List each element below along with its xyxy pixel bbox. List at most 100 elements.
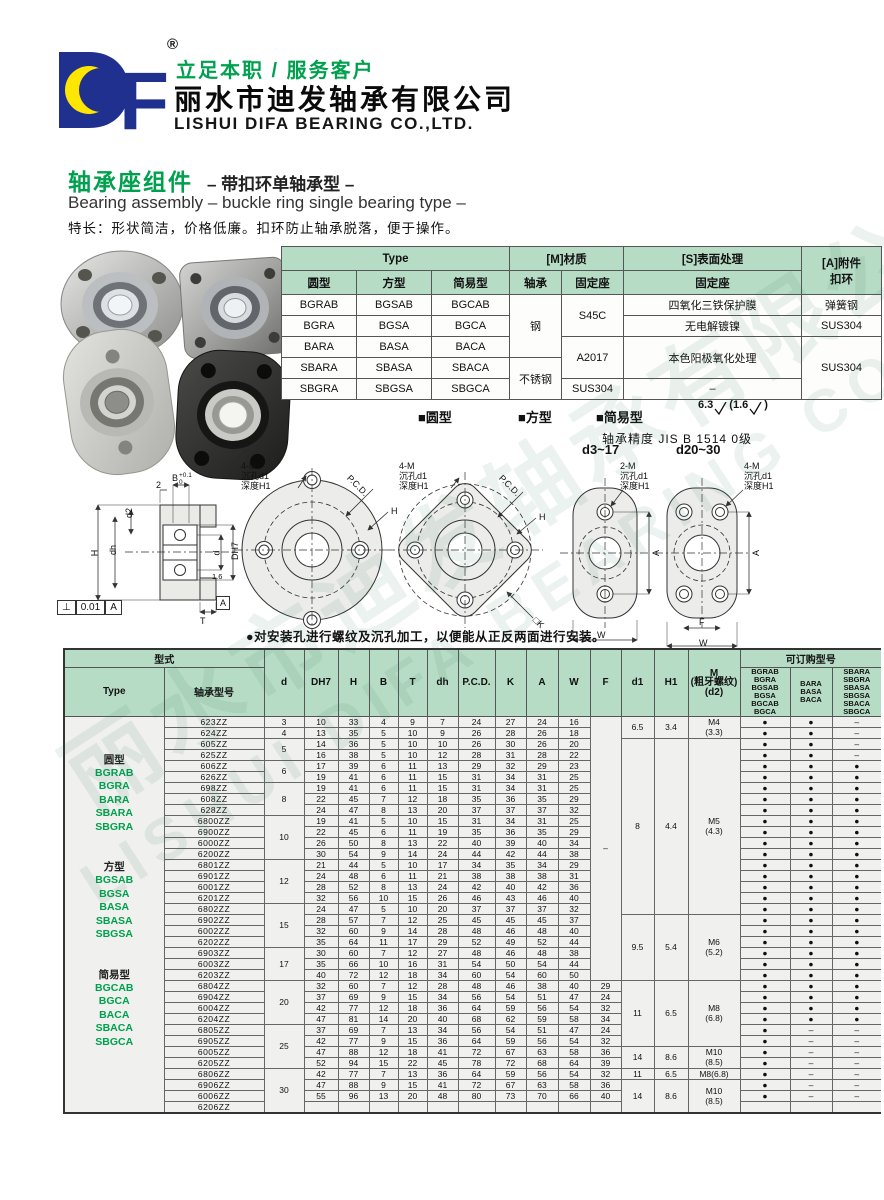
spec-cell: 31 — [457, 770, 496, 783]
availability-cell: ● — [739, 737, 791, 750]
f-cell: 24 — [589, 990, 622, 1003]
spec-cell: 35 — [303, 957, 339, 970]
spec-cell: 37 — [303, 990, 339, 1003]
header-type: Type — [63, 666, 165, 717]
spec-cell: 25 — [557, 781, 591, 794]
bearing-model-cell: 6204ZZ — [163, 1012, 265, 1025]
availability-cell: ● — [789, 935, 833, 948]
availability-cell — [831, 1100, 881, 1113]
availability-cell: ● — [789, 748, 833, 761]
spec-cell: 10 — [426, 737, 459, 750]
table-row: 6903ZZ 17 30 60 7 12 27 48 46 48 38 ● ● ● — [64, 946, 881, 981]
spec-cell: 32 — [557, 902, 591, 915]
availability-cell: ● — [739, 1012, 791, 1025]
spec-cell: 20 — [426, 902, 459, 915]
category-title: 简易型 — [98, 968, 131, 981]
availability-cell: ● — [831, 891, 881, 904]
f-cell: 32 — [589, 1001, 622, 1014]
d-value-cell: 4 — [263, 726, 305, 739]
availability-cell: ● — [789, 924, 833, 937]
spec-cell: 11 — [368, 935, 399, 948]
spec-cell: 40 — [494, 880, 527, 893]
table-row: 6804ZZ 20 32 60 7 12 28 48 46 38 40 29 11 6.5 M8 (6.8)… — [64, 979, 881, 1047]
spec-cell: 38 — [494, 869, 527, 882]
spec-cell: 26 — [457, 737, 496, 750]
spec-cell: 13 — [426, 759, 459, 772]
availability-cell: ● — [831, 1001, 881, 1014]
datum-a-box: A — [216, 596, 231, 610]
spec-cell: 63 — [525, 1045, 559, 1058]
spec-cell: 47 — [303, 1012, 339, 1025]
header-order-group3: SBARA SBGRA SBASA SBGSA SBACA SBGCA — [831, 666, 881, 717]
spec-cell: 40 — [557, 924, 591, 937]
spec-cell: 78 — [457, 1056, 496, 1069]
table-row: BGRAB BGSAB BGCAB 钢 S45C 四氧化三铁保护膜 弹簧钢 — [281, 294, 882, 358]
spec-cell: 19 — [426, 825, 459, 838]
accessory-cell: SUS304 — [801, 336, 882, 400]
table-row: 6204ZZ 47 81 14 20 40 68 62 59 58 34 ● ● ● — [64, 1012, 881, 1025]
availability-cell: ● — [789, 715, 833, 728]
header-orderable: 可订购型号 — [739, 648, 881, 668]
spec-cell — [368, 1100, 399, 1113]
spec-cell: 11 — [397, 869, 428, 882]
title-features: 特长：形状简洁，价格低廉。扣环防止轴承脱落，便于操作。 — [68, 221, 460, 236]
spec-cell: 41 — [426, 1045, 459, 1058]
h1-cell: 6.5 — [653, 979, 689, 1047]
bearing-model-cell: 6000ZZ — [163, 836, 265, 849]
table-row: 6000ZZ 26 50 8 13 22 40 39 40 34 ● ● ● — [64, 836, 881, 849]
header-pcd: P.C.D. — [457, 648, 496, 717]
table-row: BGRA BGSA BGCA 无电解镀镍 SUS304 — [281, 315, 882, 337]
category-model: SBGRA — [95, 820, 134, 833]
spec-cell: 51 — [525, 990, 559, 1003]
h1-cell: 5.4 — [653, 913, 689, 981]
category-model: BARA — [99, 793, 130, 806]
spec-cell: 48 — [457, 924, 496, 937]
dim-label-dh7: DH7 — [230, 541, 241, 561]
spec-cell: 42 — [457, 880, 496, 893]
drawings-canvas-icon — [95, 468, 752, 649]
availability-cell — [789, 1100, 833, 1113]
spec-cell: 9 — [368, 1078, 399, 1091]
spec-cell: 64 — [337, 935, 370, 948]
f-cell: 32 — [589, 1034, 622, 1047]
f-merged-cell: – — [589, 715, 622, 981]
spec-cell: 30 — [494, 737, 527, 750]
spec-cell: 64 — [557, 1056, 591, 1069]
spec-cell: 15 — [426, 814, 459, 827]
spec-cell: 24 — [303, 803, 339, 816]
bearing-model-cell: 6805ZZ — [163, 1023, 265, 1036]
availability-cell: ● — [789, 990, 833, 1003]
availability-cell: ● — [739, 891, 791, 904]
spec-cell: 6 — [368, 770, 399, 783]
dim-label-d2: d2 — [124, 507, 135, 519]
availability-cell: ● — [831, 924, 881, 937]
bearing-model-cell: 6203ZZ — [163, 968, 265, 981]
spec-cell: 9 — [368, 990, 399, 1003]
spec-cell: 13 — [397, 880, 428, 893]
header-k: K — [494, 648, 527, 717]
spec-cell: 54 — [494, 990, 527, 1003]
spec-cell: 58 — [557, 1045, 591, 1058]
availability-cell: ● — [739, 726, 791, 739]
availability-cell: ● — [831, 847, 881, 860]
availability-cell: ● — [789, 836, 833, 849]
category-title: 圆型 — [103, 753, 125, 766]
spec-cell: 15 — [426, 781, 459, 794]
spec-cell: 6 — [368, 781, 399, 794]
surface-cell: 四氧化三铁保护膜 — [623, 294, 802, 316]
category-model: SBGCA — [95, 1035, 134, 1048]
spec-cell: 54 — [557, 1001, 591, 1014]
availability-cell: ● — [831, 803, 881, 816]
model-cell: BGCAB — [431, 294, 510, 316]
spec-cell: 57 — [337, 913, 370, 926]
spec-cell: 8 — [368, 880, 399, 893]
spec-cell: 54 — [494, 968, 527, 981]
d-value-cell: 8 — [263, 781, 305, 816]
d-value-cell: 5 — [263, 737, 305, 761]
availability-cell: – — [789, 1089, 833, 1102]
model-cell: BGCA — [431, 315, 510, 337]
spec-cell: 32 — [303, 891, 339, 904]
d-value-cell: 12 — [263, 858, 305, 904]
h1-cell: 8.6 — [653, 1045, 689, 1069]
